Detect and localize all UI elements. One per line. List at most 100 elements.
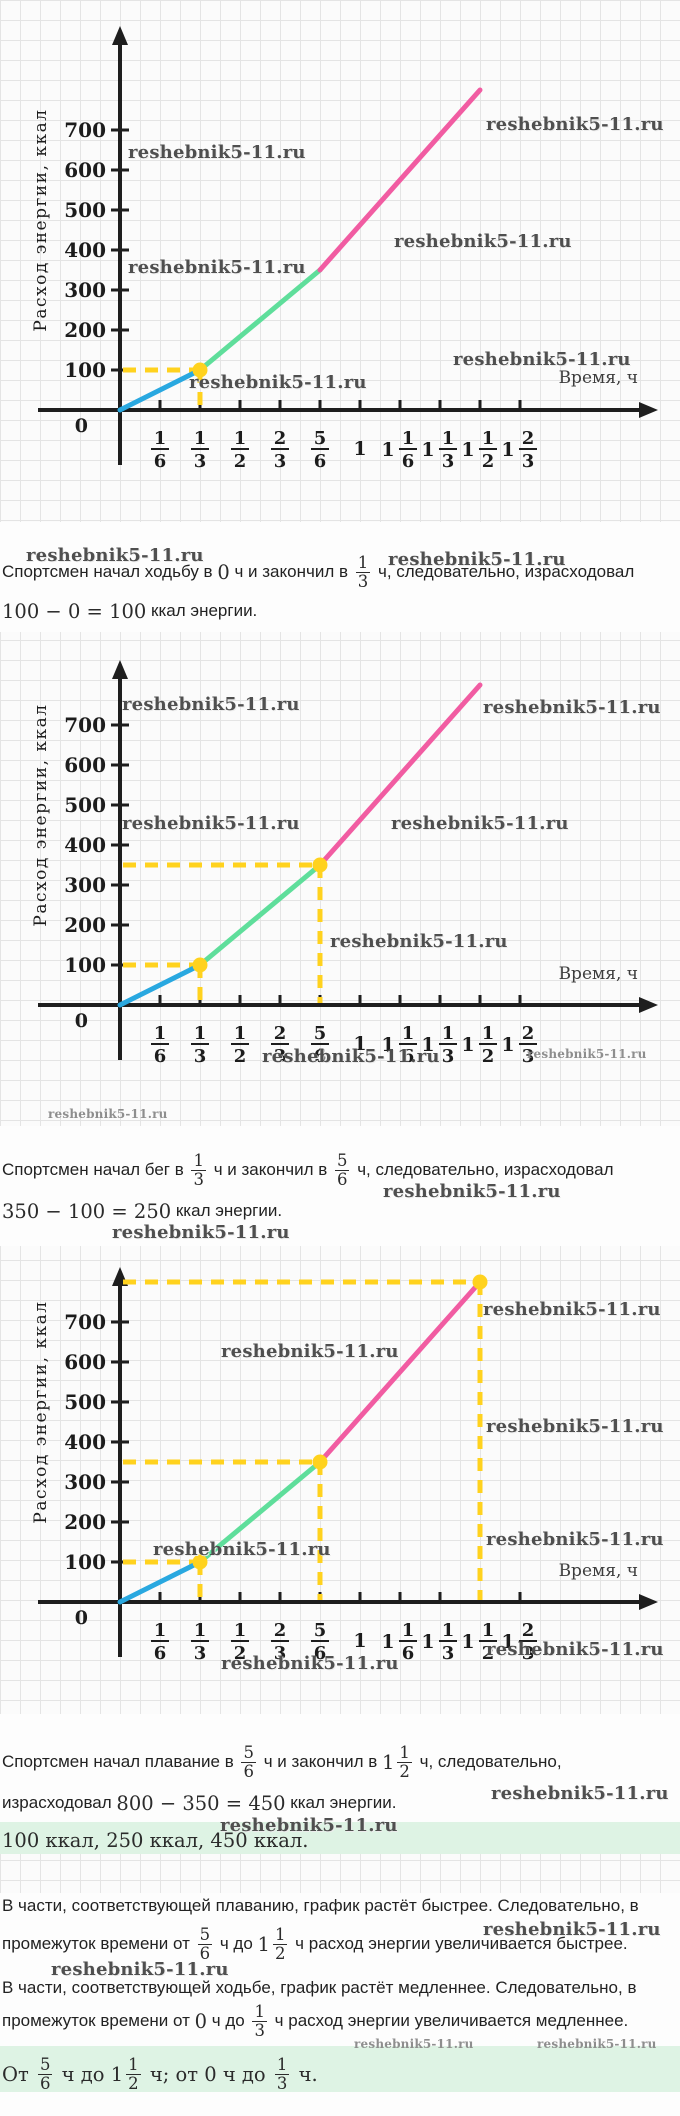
svg-text:0: 0 bbox=[75, 415, 88, 437]
text-run: ккал энергии. bbox=[285, 1793, 397, 1812]
svg-text:3: 3 bbox=[274, 1643, 287, 1664]
svg-text:3: 3 bbox=[274, 1046, 287, 1067]
numerator: 1 bbox=[254, 2001, 265, 2021]
svg-text:6: 6 bbox=[402, 1046, 415, 1067]
text-run: ч и закончил в bbox=[208, 1160, 332, 1179]
svg-text:400: 400 bbox=[64, 238, 106, 262]
svg-text:3: 3 bbox=[274, 451, 287, 472]
numerator: 5 bbox=[39, 2054, 51, 2074]
svg-text:1: 1 bbox=[482, 1023, 495, 1044]
svg-text:2: 2 bbox=[274, 1620, 287, 1641]
svg-text:6: 6 bbox=[402, 1643, 415, 1664]
site-watermark: reshebnik5-11.ru bbox=[391, 813, 569, 834]
svg-text:1: 1 bbox=[194, 1620, 207, 1641]
svg-text:100: 100 bbox=[64, 358, 106, 382]
site-watermark: reshebnik5-11.ru bbox=[486, 1639, 664, 1660]
svg-text:300: 300 bbox=[64, 1470, 106, 1494]
solution-line-para2_line2: 350 − 100 = 250 ккал энергии. bbox=[2, 1198, 680, 1224]
numerator: 1 bbox=[357, 552, 369, 572]
site-watermark: reshebnik5-11.ru bbox=[486, 1529, 664, 1550]
svg-text:1: 1 bbox=[442, 1620, 455, 1641]
svg-text:700: 700 bbox=[64, 713, 106, 737]
site-watermark: reshebnik5-11.ru bbox=[537, 2037, 657, 2051]
solution-line-para1_line1: Спортсмен начал ходьбу в 0 ч и закончил … bbox=[2, 552, 680, 592]
svg-text:6: 6 bbox=[154, 451, 167, 472]
x-axis-title-3: Время, ч bbox=[558, 1561, 638, 1581]
site-watermark: reshebnik5-11.ru bbox=[112, 1222, 290, 1243]
svg-text:1: 1 bbox=[421, 1631, 434, 1653]
solution-line-para1_line2: 100 − 0 = 100 ккал энергии. bbox=[2, 598, 680, 624]
site-watermark: reshebnik5-11.ru bbox=[26, 545, 204, 566]
svg-text:1: 1 bbox=[461, 439, 474, 461]
site-watermark: reshebnik5-11.ru bbox=[394, 231, 572, 252]
svg-text:3: 3 bbox=[194, 1046, 207, 1067]
svg-text:6: 6 bbox=[314, 451, 327, 472]
text-run: Спортсмен начал бег в bbox=[2, 1160, 189, 1179]
svg-text:500: 500 bbox=[64, 793, 106, 817]
svg-text:200: 200 bbox=[64, 913, 106, 937]
svg-text:1: 1 bbox=[442, 428, 455, 449]
denominator: 6 bbox=[197, 1943, 213, 1963]
svg-text:1: 1 bbox=[381, 439, 394, 461]
svg-text:1: 1 bbox=[402, 428, 415, 449]
answer-highlight-1 bbox=[0, 1822, 680, 1854]
svg-text:300: 300 bbox=[64, 278, 106, 302]
svg-text:5: 5 bbox=[314, 1023, 327, 1044]
text-run: ч и закончил в bbox=[229, 562, 353, 581]
denominator: 6 bbox=[37, 2073, 53, 2093]
numerator: 1 bbox=[399, 1742, 410, 1762]
svg-text:3: 3 bbox=[442, 1046, 455, 1067]
text-run: В части, соответствующей плаванию, графи… bbox=[2, 1896, 639, 1915]
site-watermark: reshebnik5-11.ru bbox=[354, 2037, 474, 2051]
text-run: Спортсмен начал ходьбу в bbox=[2, 562, 218, 581]
svg-text:2: 2 bbox=[482, 1643, 495, 1664]
numerator: 1 bbox=[193, 1150, 204, 1170]
solution-line-para3_line2: израсходовал 800 − 350 = 450 ккал энерги… bbox=[2, 1790, 680, 1816]
site-watermark: reshebnik5-11.ru bbox=[128, 257, 306, 278]
svg-text:1: 1 bbox=[421, 439, 434, 461]
svg-text:1: 1 bbox=[154, 428, 167, 449]
svg-text:100: 100 bbox=[64, 1550, 106, 1574]
site-watermark: reshebnik5-11.ru bbox=[221, 1653, 399, 1674]
site-watermark: reshebnik5-11.ru bbox=[483, 697, 661, 718]
svg-text:2: 2 bbox=[234, 1046, 247, 1067]
svg-text:Расход энергии, ккал: Расход энергии, ккал bbox=[31, 108, 51, 331]
svg-text:200: 200 bbox=[64, 1510, 106, 1534]
svg-text:700: 700 bbox=[64, 1310, 106, 1334]
svg-text:1: 1 bbox=[234, 1620, 247, 1641]
site-watermark: reshebnik5-11.ru bbox=[189, 372, 367, 393]
svg-text:6: 6 bbox=[154, 1643, 167, 1664]
svg-text:1: 1 bbox=[461, 1034, 474, 1056]
text-background-5 bbox=[0, 2092, 680, 2116]
site-watermark: reshebnik5-11.ru bbox=[51, 1959, 229, 1980]
svg-text:500: 500 bbox=[64, 198, 106, 222]
svg-text:3: 3 bbox=[522, 1046, 535, 1067]
site-watermark: reshebnik5-11.ru bbox=[122, 694, 300, 715]
svg-text:Расход энергии, ккал: Расход энергии, ккал bbox=[31, 1300, 51, 1523]
x-axis-title-2: Время, ч bbox=[558, 964, 638, 984]
text-run: ч, следовательно, израсходовал bbox=[352, 1160, 614, 1179]
denominator: 3 bbox=[191, 1169, 206, 1189]
text-run: ч расход энергии увеличивается быстрее. bbox=[290, 1934, 628, 1953]
denominator: 6 bbox=[241, 1761, 256, 1781]
site-watermark: reshebnik5-11.ru bbox=[491, 1783, 669, 1804]
text-run: В части, соответствующей ходьбе, график … bbox=[2, 1978, 637, 1997]
svg-text:700: 700 bbox=[64, 118, 106, 142]
text-run: ч расход энергии увеличивается медленнее… bbox=[269, 2011, 629, 2030]
site-watermark: reshebnik5-11.ru bbox=[128, 142, 306, 163]
svg-text:6: 6 bbox=[402, 451, 415, 472]
numerator: 5 bbox=[336, 1150, 348, 1170]
